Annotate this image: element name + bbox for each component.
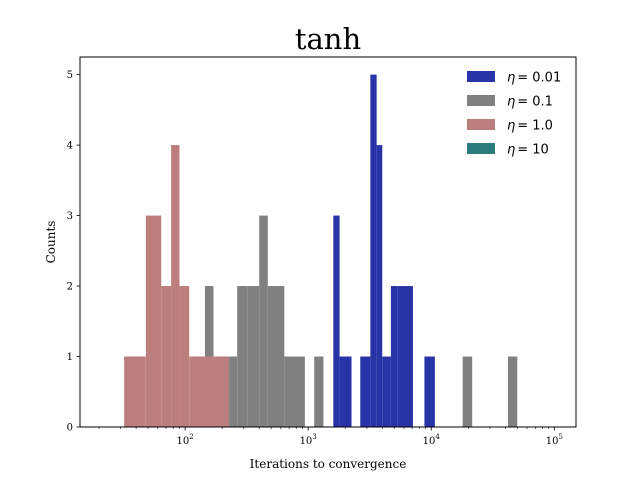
y-tick-label: 2 xyxy=(67,282,73,293)
legend-label: η = 1.0 xyxy=(507,119,553,134)
histogram-bar xyxy=(376,145,383,427)
x-tick-label-exponent: 3 xyxy=(312,433,316,441)
legend-label-value: = 0.01 xyxy=(517,71,561,86)
histogram-bar xyxy=(267,286,285,427)
histogram-bar xyxy=(314,356,324,427)
histogram-bar xyxy=(179,286,190,427)
legend-label-symbol: η xyxy=(507,119,515,134)
x-tick-label: 104 xyxy=(423,433,441,447)
histogram-bar xyxy=(333,215,340,427)
legend-label-value: = 10 xyxy=(517,143,549,158)
y-tick-label: 0 xyxy=(67,423,73,434)
histogram-bar xyxy=(145,215,162,427)
legend-swatch xyxy=(467,95,495,106)
histogram-bar xyxy=(424,356,435,427)
histogram-bar xyxy=(189,356,229,427)
legend-label: η = 10 xyxy=(507,143,549,158)
legend-label: η = 0.01 xyxy=(507,71,561,86)
x-tick-label: 105 xyxy=(546,433,563,447)
histogram-bar xyxy=(370,74,377,427)
x-axis-label: Iterations to convergence xyxy=(250,457,407,471)
histogram-bar xyxy=(390,286,398,427)
histogram-bar xyxy=(171,145,180,427)
histogram-bar xyxy=(397,286,413,427)
y-axis-ticks: 0 1 2 3 4 5 xyxy=(67,70,80,434)
x-tick-label-exponent: 4 xyxy=(435,433,440,441)
legend-label-value: = 0.1 xyxy=(517,95,553,110)
histogram-bar xyxy=(339,356,352,427)
x-tick-label-base: 10 xyxy=(423,436,436,447)
histogram-bar xyxy=(462,356,473,427)
legend-label-value: = 1.0 xyxy=(517,119,553,134)
x-tick-label-exponent: 5 xyxy=(558,433,562,441)
histogram-bar xyxy=(229,356,238,427)
x-tick-label-base: 10 xyxy=(176,436,189,447)
y-tick-label: 1 xyxy=(67,352,73,363)
legend-label-symbol: η xyxy=(507,71,515,86)
histogram-bar xyxy=(259,215,268,427)
x-tick-label: 103 xyxy=(300,433,317,447)
legend-swatch xyxy=(467,143,495,154)
y-tick-label: 3 xyxy=(67,211,73,222)
x-tick-label: 102 xyxy=(176,433,193,447)
legend-swatch xyxy=(467,71,495,82)
histogram-bar xyxy=(161,286,172,427)
legend-label: η = 0.1 xyxy=(507,95,553,110)
histogram-bar xyxy=(247,286,260,427)
y-tick-label: 4 xyxy=(67,141,73,152)
legend: η = 0.01η = 0.1η = 1.0η = 10 xyxy=(467,71,561,158)
legend-swatch xyxy=(467,119,495,130)
histogram-bar xyxy=(124,356,146,427)
histogram-bar xyxy=(382,356,391,427)
axes-frame xyxy=(79,56,577,428)
histogram-bar xyxy=(284,356,305,427)
histogram-bars xyxy=(124,74,518,427)
y-axis-label: Counts xyxy=(44,221,58,264)
histogram-bar xyxy=(360,356,371,427)
histogram-bar xyxy=(237,286,248,427)
y-tick-label: 5 xyxy=(67,70,73,81)
chart-title: tanh xyxy=(295,22,361,56)
histogram-bar xyxy=(507,356,518,427)
x-tick-label-base: 10 xyxy=(546,436,559,447)
x-tick-label-base: 10 xyxy=(300,436,313,447)
x-tick-label-exponent: 2 xyxy=(189,433,193,441)
legend-label-symbol: η xyxy=(507,95,515,110)
x-axis-ticks: 102 103 104 105 xyxy=(98,427,563,447)
legend-label-symbol: η xyxy=(507,143,515,158)
